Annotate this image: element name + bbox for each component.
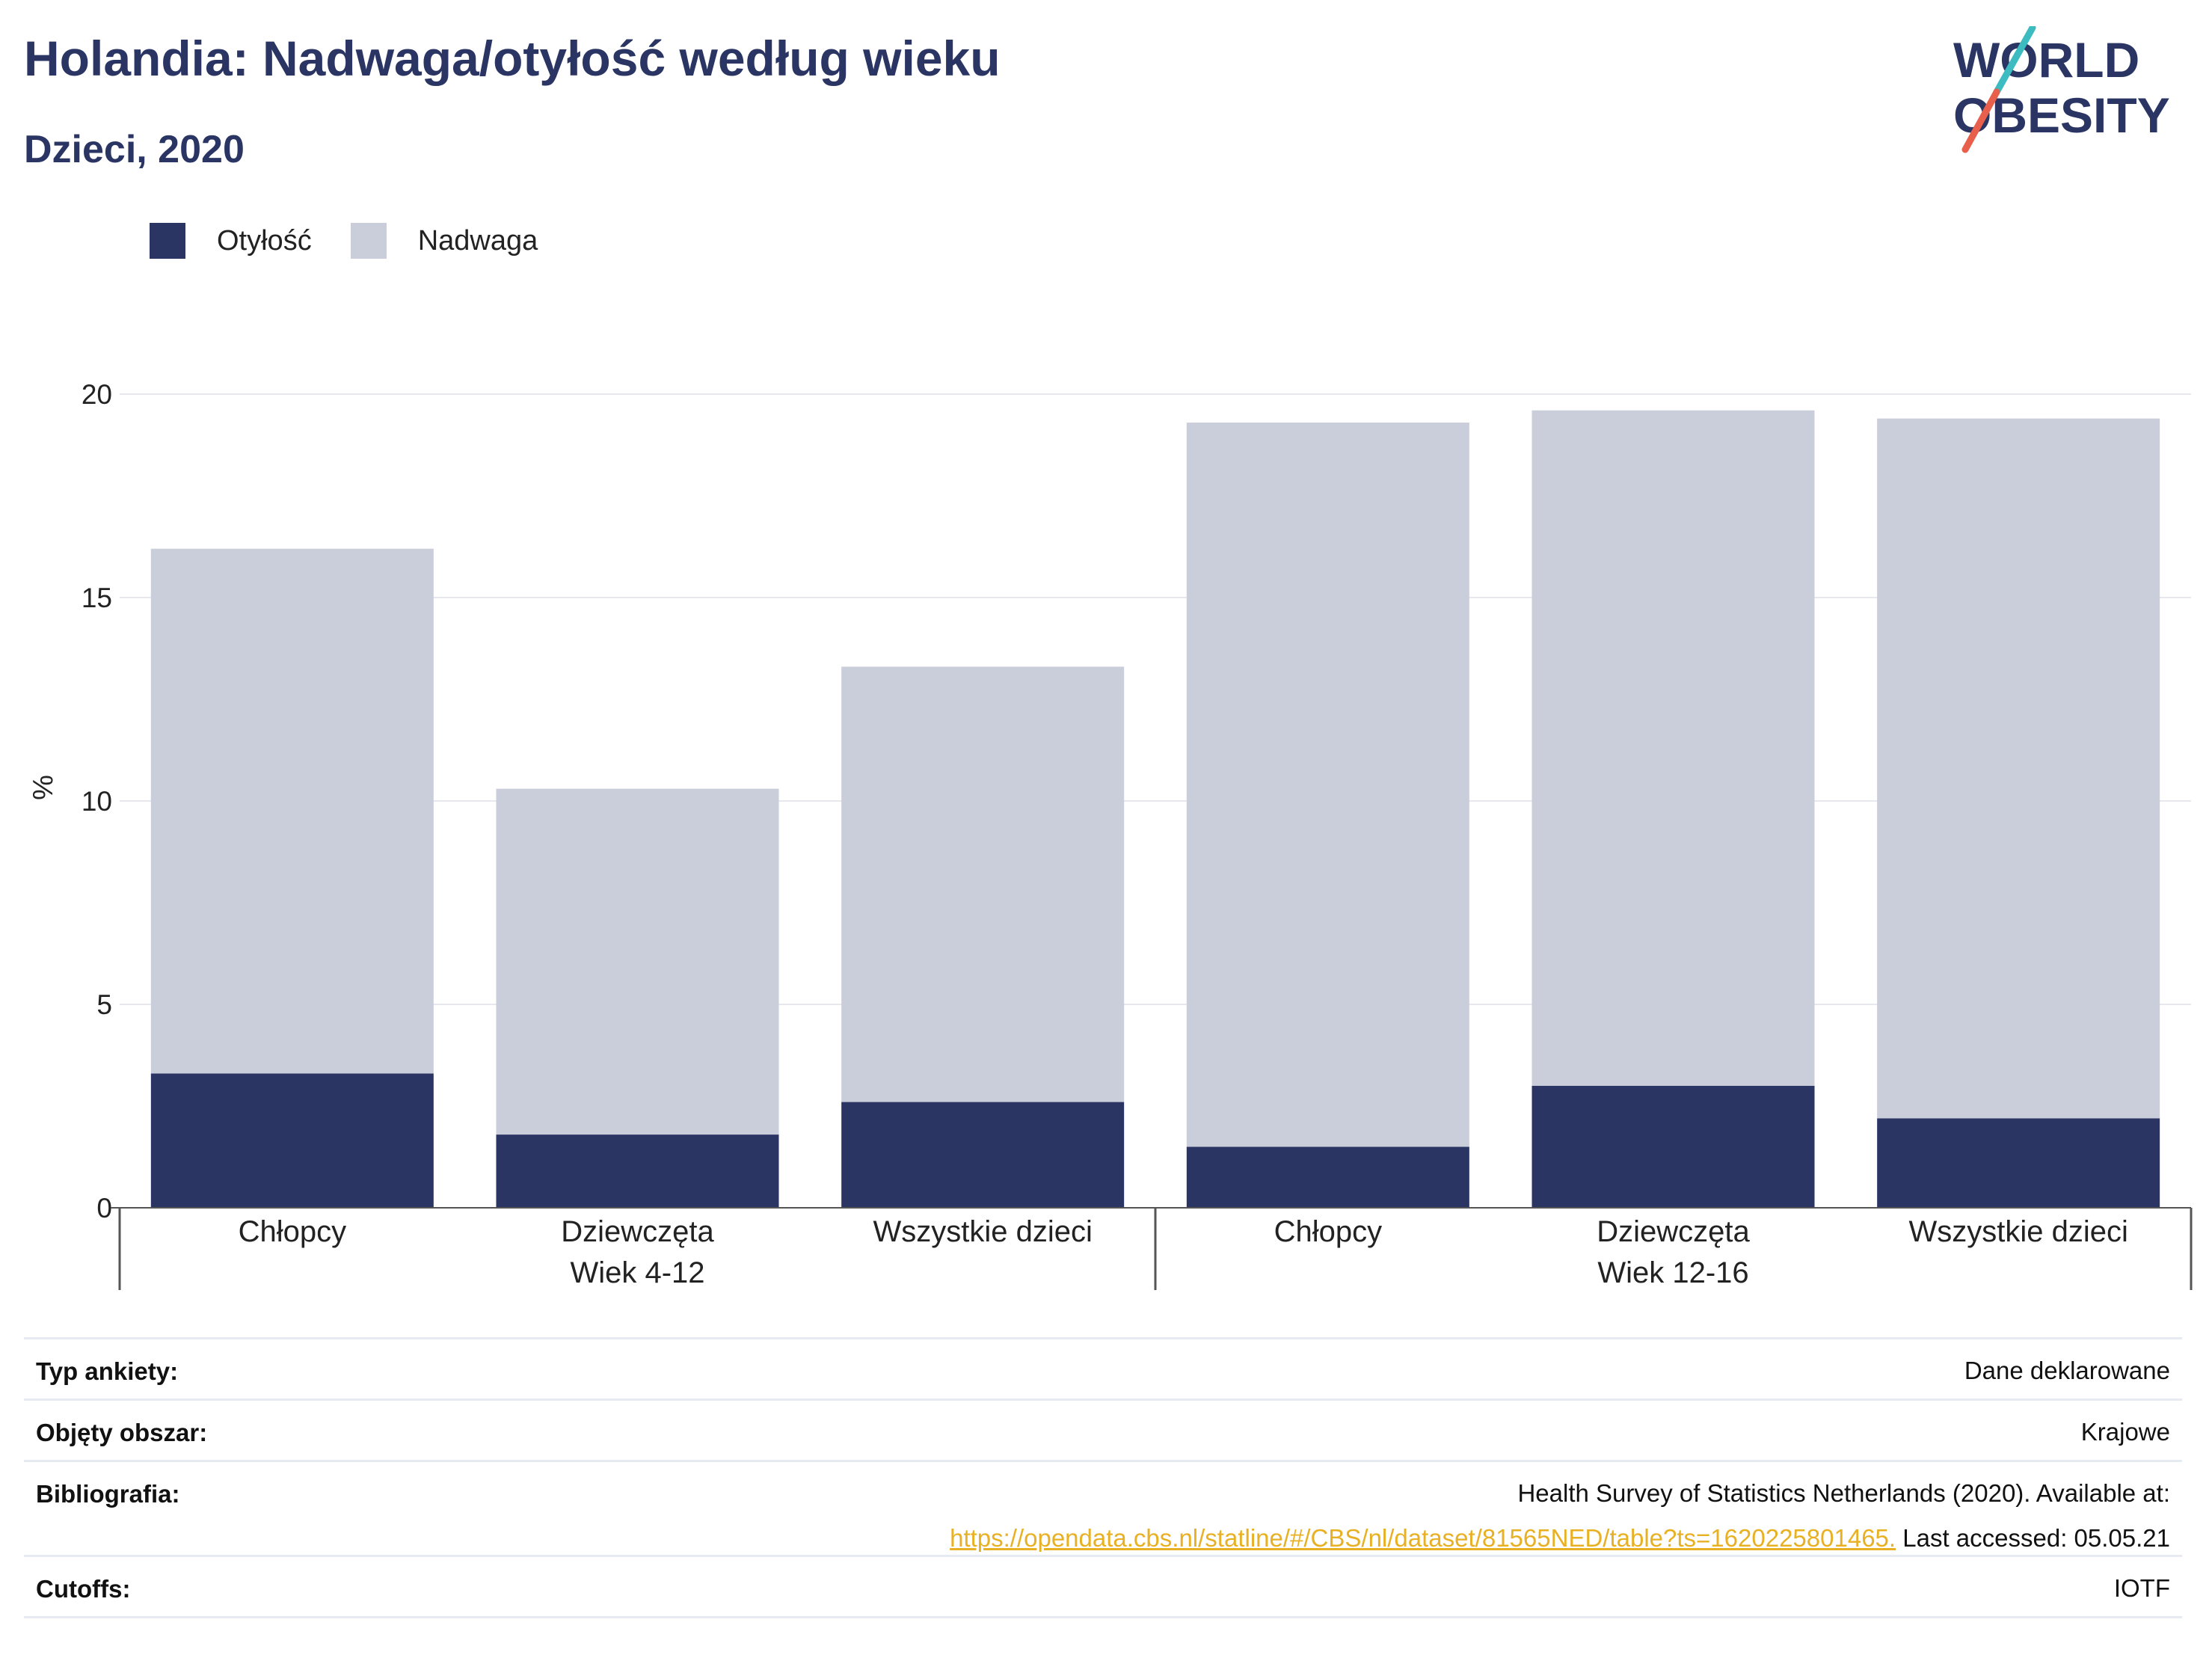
logo-slash-teal (1993, 26, 2036, 96)
x-tick-label: Chłopcy (239, 1215, 347, 1248)
metadata-table: Typ ankiety: Dane deklarowane Objęty obs… (24, 1337, 2182, 1618)
world-obesity-logo: WORLD OBESITY (1953, 26, 2170, 153)
y-tick-label: 20 (82, 379, 112, 410)
meta-value-bibliography: Health Survey of Statistics Netherlands … (950, 1471, 2170, 1555)
group-label: Wiek 4-12 (570, 1256, 704, 1289)
logo-line1: WORLD (1953, 32, 2139, 87)
meta-value-survey-type: Dane deklarowane (1964, 1357, 2170, 1384)
meta-value-cutoffs: IOTF (2113, 1574, 2170, 1602)
legend-swatch-obesity (150, 223, 185, 259)
meta-value-area: Krajowe (2080, 1418, 2170, 1446)
bar-obesity (841, 1102, 1125, 1208)
legend-label-overweight: Nadwaga (417, 224, 538, 257)
y-tick-label: 5 (96, 989, 112, 1020)
legend-item-overweight[interactable]: Nadwaga (350, 223, 538, 259)
meta-label-survey-type: Typ ankiety: (36, 1357, 179, 1385)
bibliography-link[interactable]: https://opendata.cbs.nl/statline/#/CBS/n… (950, 1524, 1896, 1552)
bar-overweight (841, 666, 1125, 1102)
page-subtitle: Dzieci, 2020 (24, 128, 245, 171)
legend-item-obesity[interactable]: Otyłość (150, 223, 312, 259)
bar-overweight (1531, 410, 1815, 1086)
meta-row-cutoffs: Cutoffs: IOTF (24, 1555, 2182, 1616)
meta-label-area: Objęty obszar: (36, 1419, 208, 1446)
meta-bottom-border (24, 1616, 2182, 1618)
logo-line2: OBESITY (1953, 87, 2170, 143)
stacked-bar-chart: 0 5 10 15 20% Chłopcy Dziewczęta Wszystkie dzie… (28, 379, 2193, 1290)
bibliography-text: Health Survey of Statistics Netherlands … (1517, 1479, 2170, 1507)
logo-slash-red (1961, 88, 2000, 153)
bar-obesity (496, 1134, 779, 1208)
bar-obesity (1531, 1085, 1815, 1208)
x-tick-label: Chłopcy (1274, 1215, 1383, 1248)
meta-row-survey-type: Typ ankiety: Dane deklarowane (24, 1337, 2182, 1398)
bar-obesity (1877, 1118, 2160, 1208)
bar-overweight (1877, 418, 2160, 1119)
bar-obesity (1186, 1146, 1469, 1208)
y-tick-label: 0 (96, 1193, 112, 1223)
bibliography-accessed: Last accessed: 05.05.21 (1896, 1524, 2170, 1552)
y-tick-label: 10 (82, 786, 112, 817)
legend-swatch-overweight (350, 223, 387, 259)
chart-legend: Otyłość Nadwaga (150, 223, 577, 259)
bar-obesity (150, 1073, 434, 1208)
x-tick-label: Wszystkie dzieci (1908, 1215, 2127, 1248)
bar-overweight (496, 788, 779, 1135)
x-tick-label: Wszystkie dzieci (873, 1215, 1092, 1248)
bar-overweight (1186, 423, 1469, 1147)
y-tick-label: 15 (82, 583, 112, 613)
bar-overweight (150, 548, 434, 1074)
meta-label-bibliography: Bibliografia: (36, 1480, 180, 1508)
meta-row-area: Objęty obszar: Krajowe (24, 1398, 2182, 1460)
y-axis-label: % (28, 775, 59, 800)
legend-label-obesity: Otyłość (217, 224, 312, 257)
x-tick-label: Dziewczęta (561, 1215, 714, 1248)
group-label: Wiek 12-16 (1597, 1256, 1748, 1289)
page-title: Holandia: Nadwaga/otyłość według wieku (24, 31, 1001, 86)
meta-row-bibliography: Bibliografia: Health Survey of Statistic… (24, 1460, 2182, 1555)
meta-label-cutoffs: Cutoffs: (36, 1575, 131, 1603)
x-tick-label: Dziewczęta (1597, 1215, 1750, 1248)
